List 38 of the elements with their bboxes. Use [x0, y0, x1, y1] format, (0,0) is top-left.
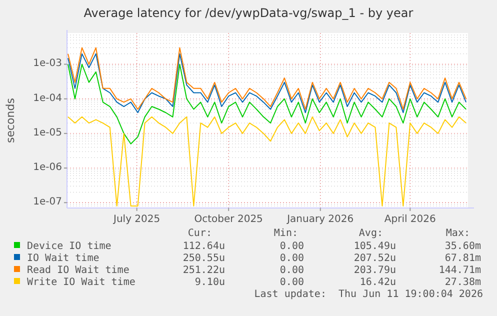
- line-series: [68, 116, 467, 206]
- legend-label: Write IO Wait time: [27, 277, 136, 288]
- text: 0.00: [280, 277, 304, 288]
- legend-label: Read IO Wait time: [27, 265, 130, 276]
- y-tick-label: 1e-04: [33, 92, 62, 104]
- text: 112.64u: [182, 241, 225, 252]
- text: Min:: [274, 228, 298, 239]
- text: 16.42u: [360, 277, 396, 288]
- y-tick-label: 1e-07: [33, 196, 62, 208]
- text: 144.71m: [438, 265, 481, 276]
- x-tick-label: July 2025: [112, 214, 160, 225]
- y-tick-label: 1e-03: [33, 58, 62, 70]
- chart-title: Average latency for /dev/ywpData-vg/swap_1 - by year: [84, 6, 414, 20]
- legend-label: IO Wait time: [27, 253, 100, 264]
- text: Avg:: [358, 228, 383, 239]
- y-axis-title: seconds: [4, 98, 17, 143]
- y-tick-label: 1e-05: [33, 127, 62, 138]
- x-tick-label: October 2025: [194, 214, 263, 225]
- text: 250.55u: [182, 253, 225, 264]
- text: 35.60m: [444, 241, 481, 252]
- y-tick-label: 1e-06: [33, 162, 62, 174]
- text: 207.52u: [354, 253, 396, 264]
- text: 251.22u: [182, 265, 225, 276]
- text: 105.49u: [354, 241, 396, 252]
- text: 203.79u: [354, 265, 396, 276]
- text: 0.00: [280, 241, 304, 252]
- text: 0.00: [280, 265, 304, 276]
- text: Max:: [446, 228, 470, 239]
- x-tick-label: April 2026: [384, 214, 436, 225]
- text: Cur:: [188, 228, 212, 239]
- text: Last update: Thu Jun 11 19:00:04 2026: [254, 289, 483, 300]
- line-series: [68, 64, 467, 144]
- text: 0.00: [280, 253, 304, 264]
- text: 9.10u: [194, 277, 225, 288]
- legend-label: Device IO time: [27, 241, 112, 252]
- text: 67.81m: [444, 253, 481, 264]
- x-tick-label: January 2026: [286, 214, 354, 225]
- text: 27.38m: [444, 277, 481, 288]
